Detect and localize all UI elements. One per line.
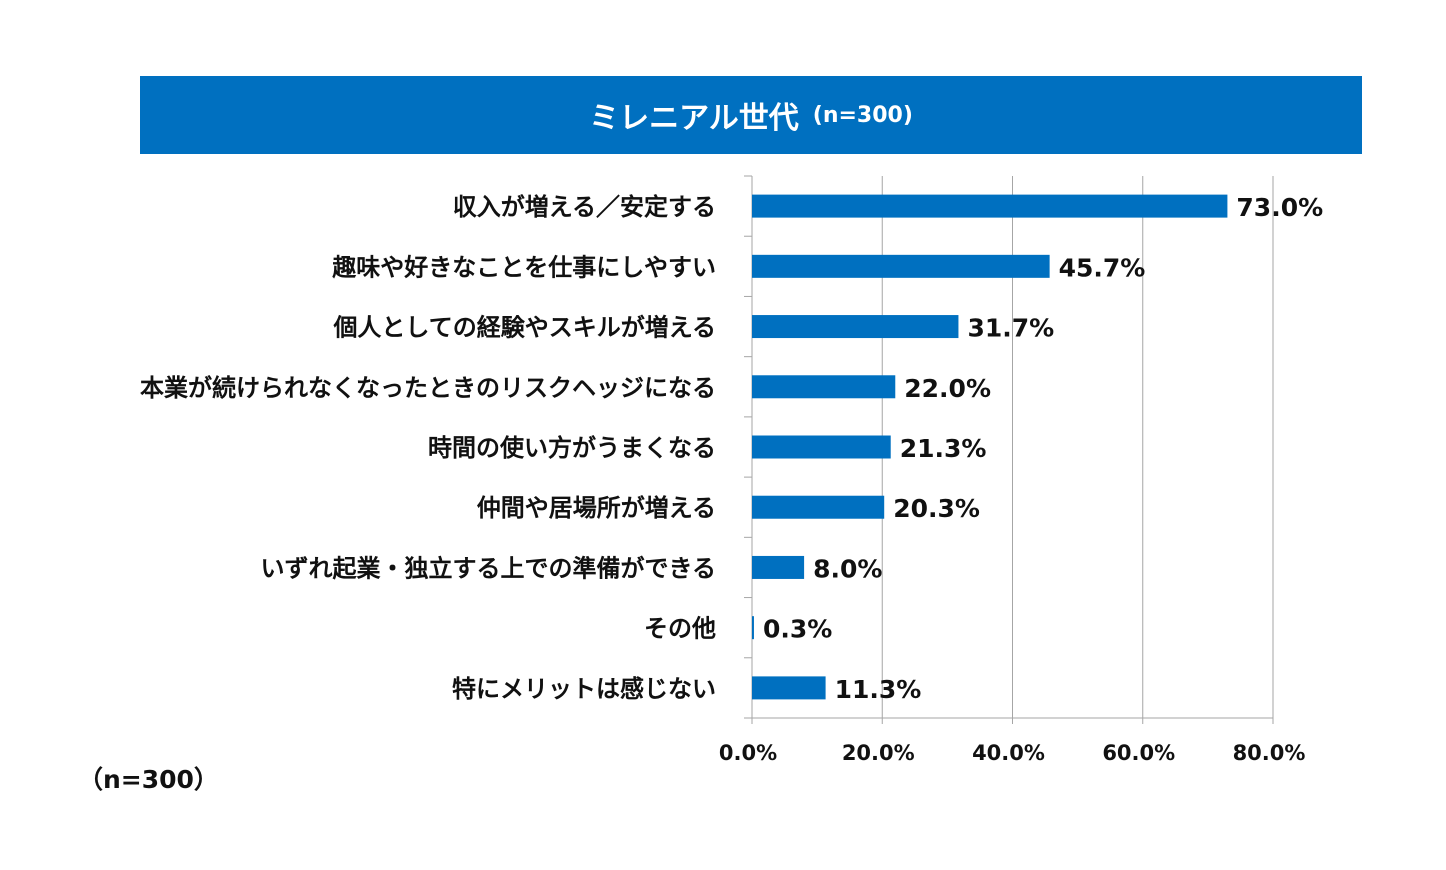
chart-subtitle: (n=300) <box>812 102 913 128</box>
bar <box>752 555 805 579</box>
category-label: 仲間や居場所が増える <box>477 494 716 522</box>
x-tick-label: 60.0% <box>1102 741 1175 765</box>
category-label: その他 <box>644 615 716 643</box>
x-tick-label: 80.0% <box>1233 741 1306 765</box>
category-label: 収入が増える／安定する <box>453 193 716 221</box>
category-label: 個人としての経験やスキルが増える <box>332 314 716 342</box>
category-label: いずれ起業・独立する上での準備ができる <box>260 554 716 582</box>
chart-title-banner: ミレニアル世代 (n=300) <box>140 76 1362 154</box>
chart-title: ミレニアル世代 <box>589 101 799 136</box>
data-label: 22.0% <box>904 374 991 403</box>
category-label: 本業が続けられなくなったときのリスクヘッジになる <box>140 374 716 402</box>
data-label: 73.0% <box>1236 193 1323 222</box>
category-label: 時間の使い方がうまくなる <box>428 434 716 462</box>
x-tick-label: 40.0% <box>972 741 1045 765</box>
category-label: 特にメリットは感じない <box>452 675 716 703</box>
data-label: 45.7% <box>1059 253 1146 282</box>
bar <box>752 315 959 339</box>
category-label: 趣味や好きなことを仕事にしやすい <box>331 253 716 281</box>
data-label: 8.0% <box>813 554 882 583</box>
bar <box>752 616 754 640</box>
bar <box>752 495 885 519</box>
x-tick-label: 0.0% <box>719 741 777 765</box>
data-label: 31.7% <box>967 314 1054 343</box>
bar <box>752 676 826 700</box>
footnote-sample-size: （n=300） <box>78 765 219 794</box>
bar <box>752 254 1050 278</box>
bar <box>752 194 1228 218</box>
data-label: 20.3% <box>893 494 980 523</box>
bar <box>752 435 891 459</box>
x-tick-label: 20.0% <box>842 741 915 765</box>
bar <box>752 375 896 399</box>
data-label: 0.3% <box>763 615 832 644</box>
data-label: 21.3% <box>900 434 987 463</box>
data-label: 11.3% <box>835 675 922 704</box>
